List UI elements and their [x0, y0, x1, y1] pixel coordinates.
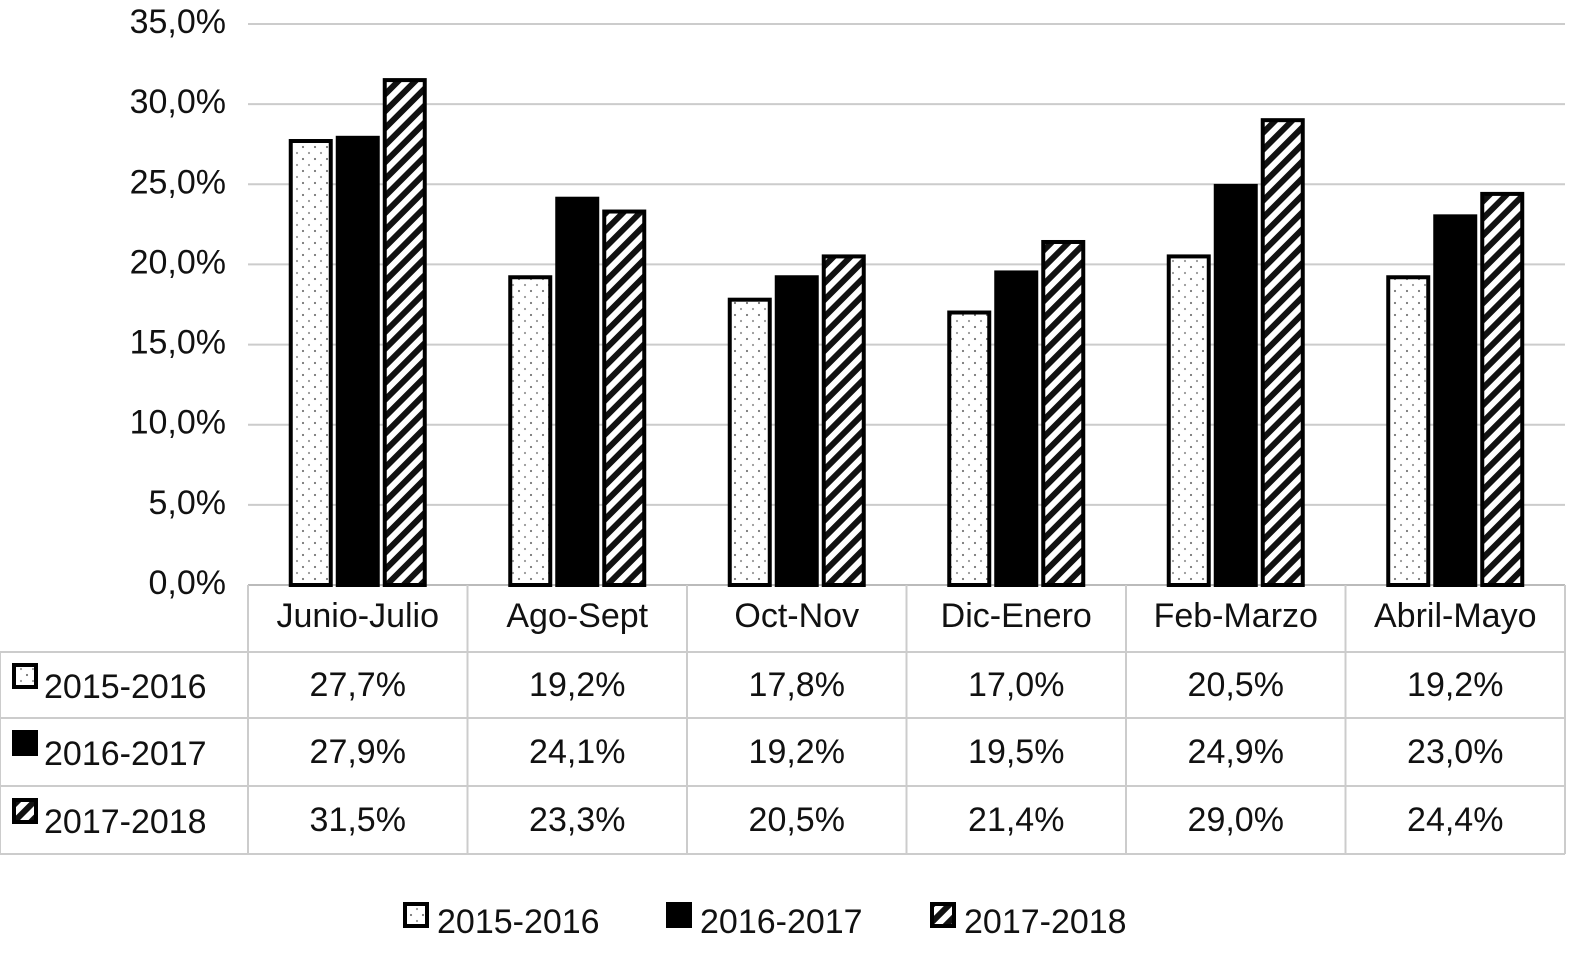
legend-key	[12, 663, 38, 689]
table-value: 24,4%	[1407, 801, 1503, 839]
y-tick-label: 20,0%	[130, 243, 226, 281]
y-tick-label: 15,0%	[130, 324, 226, 362]
bar	[774, 275, 819, 587]
table-value: 24,9%	[1188, 733, 1284, 771]
bar	[821, 254, 866, 587]
y-tick-label: 25,0%	[130, 163, 226, 201]
y-tick-label: 10,0%	[130, 404, 226, 442]
bar	[1041, 239, 1086, 587]
table-value: 17,0%	[968, 666, 1064, 704]
table-row-label: 2015-2016	[44, 668, 207, 706]
legend-label: 2015-2016	[437, 903, 600, 941]
x-tick-label: Feb-Marzo	[1154, 597, 1318, 635]
table-value: 27,9%	[310, 733, 406, 771]
x-tick-label: Abril-Mayo	[1374, 597, 1536, 635]
bar	[994, 270, 1039, 587]
table-value: 29,0%	[1188, 801, 1284, 839]
bar	[288, 139, 333, 587]
table-value: 27,7%	[310, 666, 406, 704]
table-value: 23,3%	[529, 801, 625, 839]
bar	[602, 209, 647, 588]
table-row-label: 2017-2018	[44, 803, 207, 841]
table-value: 20,5%	[1188, 666, 1284, 704]
bar	[727, 297, 772, 587]
x-tick-label: Junio-Julio	[276, 597, 439, 635]
bar	[1433, 214, 1478, 587]
table-value: 20,5%	[749, 801, 845, 839]
table-value: 31,5%	[310, 801, 406, 839]
bar	[1213, 183, 1258, 587]
legend-key	[403, 902, 429, 928]
bar	[1260, 118, 1305, 588]
y-tick-label: 30,0%	[130, 83, 226, 121]
bar	[335, 135, 380, 587]
legend-key	[12, 798, 38, 824]
bar	[947, 310, 992, 587]
y-tick-label: 35,0%	[130, 3, 226, 41]
legend-key	[666, 902, 692, 928]
legend-key	[12, 730, 38, 756]
bar	[555, 196, 600, 587]
legend-label: 2016-2017	[700, 903, 863, 941]
bar	[382, 78, 427, 587]
y-tick-label: 5,0%	[149, 484, 227, 522]
x-tick-label: Oct-Nov	[734, 597, 859, 635]
table-value: 21,4%	[968, 801, 1064, 839]
legend-key	[930, 902, 956, 928]
x-tick-label: Ago-Sept	[506, 597, 648, 635]
table-value: 17,8%	[749, 666, 845, 704]
bar	[1386, 275, 1431, 587]
bar	[508, 275, 553, 587]
table-value: 19,5%	[968, 733, 1064, 771]
table-value: 19,2%	[1407, 666, 1503, 704]
y-tick-label: 0,0%	[149, 564, 227, 602]
bar	[1480, 191, 1525, 587]
table-value: 19,2%	[749, 733, 845, 771]
x-tick-label: Dic-Enero	[941, 597, 1092, 635]
table-row-label: 2016-2017	[44, 735, 207, 773]
table-value: 23,0%	[1407, 733, 1503, 771]
table-value: 24,1%	[529, 733, 625, 771]
table-value: 19,2%	[529, 666, 625, 704]
legend-label: 2017-2018	[964, 903, 1127, 941]
bar	[1166, 254, 1211, 587]
